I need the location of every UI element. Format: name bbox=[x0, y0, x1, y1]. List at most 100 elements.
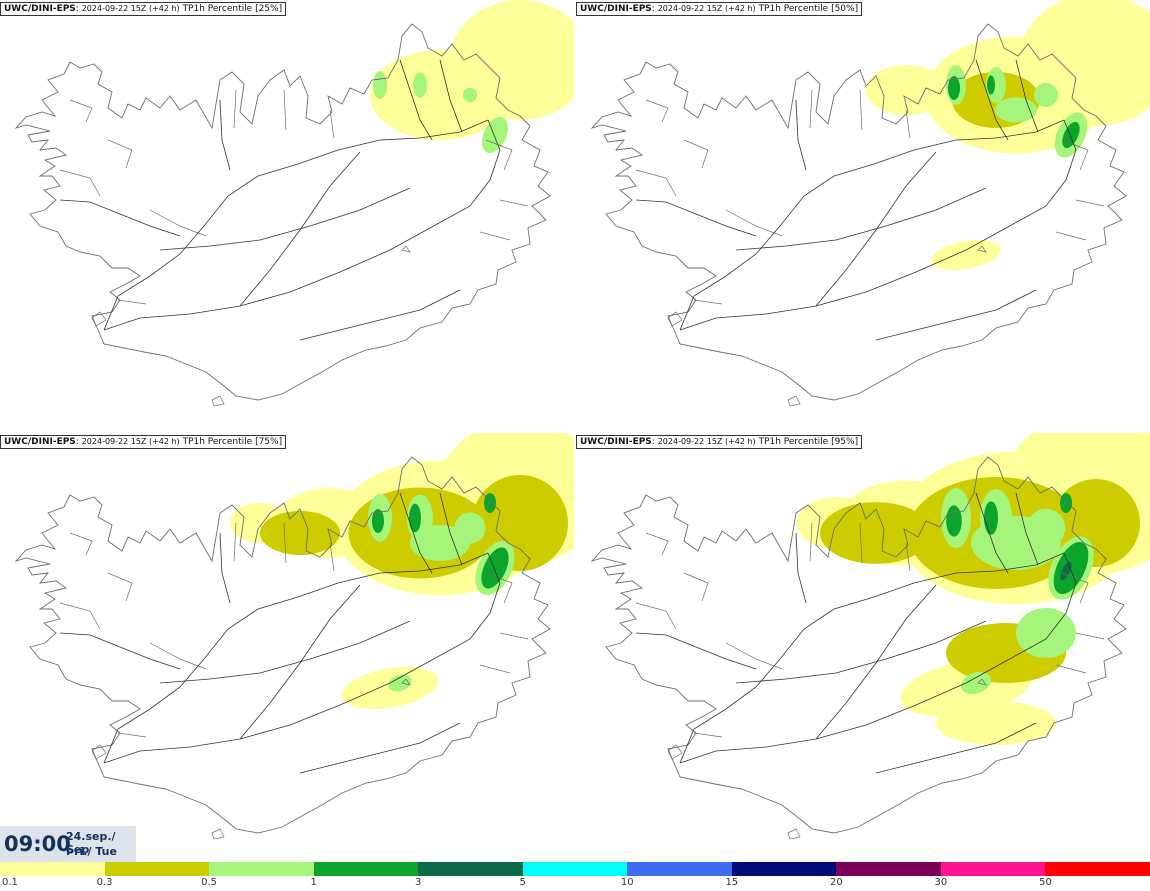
precip-area bbox=[1060, 493, 1072, 513]
fjord-line bbox=[635, 602, 677, 630]
fjord-line bbox=[1061, 572, 1089, 604]
road-line bbox=[1015, 59, 1039, 133]
valid-time-box: 09:00 24.sep./ Sep Þri./ Tue bbox=[0, 826, 136, 862]
legend-swatch bbox=[0, 862, 105, 876]
precipitation-layer bbox=[797, 433, 1150, 745]
fjord-line bbox=[107, 572, 133, 602]
road-line bbox=[59, 632, 181, 670]
fjord-line bbox=[479, 664, 511, 674]
road-line bbox=[795, 532, 807, 604]
fjord-line bbox=[233, 522, 237, 562]
legend-swatch bbox=[418, 862, 523, 876]
precip-area bbox=[984, 501, 998, 535]
road-line bbox=[975, 492, 1009, 574]
road-line bbox=[679, 119, 1065, 331]
precip-area bbox=[1060, 561, 1072, 581]
param-name: TP1h Percentile bbox=[758, 437, 829, 447]
iceland-coastline bbox=[590, 456, 1127, 834]
panel-title-50: UWC/DINI-EPS: 2024-09-22 15Z (+42 h) TP1… bbox=[576, 2, 863, 16]
road-line bbox=[975, 59, 1009, 141]
road-line bbox=[59, 199, 181, 237]
precip-area bbox=[960, 671, 992, 695]
panel-title-25: UWC/DINI-EPS: 2024-09-22 15Z (+42 h) TP1… bbox=[0, 2, 287, 16]
fjord-line bbox=[1055, 664, 1087, 674]
fjord-line bbox=[725, 209, 783, 237]
fjord-line bbox=[683, 139, 709, 169]
fjord-line bbox=[107, 139, 133, 169]
fjord-line bbox=[479, 231, 511, 241]
valid-day: Þri./ Tue bbox=[66, 845, 117, 858]
legend-swatch bbox=[313, 862, 419, 876]
road-line bbox=[875, 722, 1037, 774]
precip-area bbox=[462, 87, 478, 103]
fjord-line bbox=[329, 542, 335, 572]
precip-area bbox=[482, 116, 508, 154]
param-name: TP1h Percentile bbox=[182, 437, 253, 447]
legend-tick-label: 20 bbox=[829, 877, 843, 888]
map-panel-95: UWC/DINI-EPS: 2024-09-22 15Z (+42 h) TP1… bbox=[576, 433, 1150, 864]
island-islet bbox=[787, 395, 801, 407]
fjord-line bbox=[69, 99, 93, 123]
fjord-line bbox=[117, 732, 147, 738]
road-line bbox=[219, 99, 231, 171]
fjord-line bbox=[645, 99, 669, 123]
legend-tick-label: 10 bbox=[620, 877, 634, 888]
fjord-line bbox=[283, 89, 287, 131]
precip-area bbox=[370, 50, 510, 140]
road-line bbox=[399, 492, 433, 574]
run-time: 2024-09-22 15Z (+42 h) bbox=[657, 4, 756, 13]
legend-swatch bbox=[627, 862, 732, 876]
legend-swatch bbox=[940, 862, 1046, 876]
road-line bbox=[875, 289, 1037, 341]
road-line bbox=[679, 552, 1077, 764]
precip-map-25 bbox=[14, 0, 574, 407]
run-time: 2024-09-22 15Z (+42 h) bbox=[81, 437, 180, 446]
island-islet bbox=[211, 395, 225, 407]
fjord-line bbox=[693, 732, 723, 738]
road-line bbox=[159, 187, 411, 251]
legend-swatch bbox=[209, 862, 314, 876]
precip-area bbox=[1016, 608, 1076, 658]
road-line bbox=[795, 99, 807, 171]
precipitation-layer bbox=[370, 0, 574, 154]
legend-tick-label: 50 bbox=[1039, 877, 1052, 888]
iceland-coastline bbox=[14, 456, 551, 834]
fjord-line bbox=[1075, 632, 1105, 640]
model-name: UWC/DINI-EPS bbox=[4, 4, 76, 14]
panel-title-75: UWC/DINI-EPS: 2024-09-22 15Z (+42 h) TP1… bbox=[0, 435, 287, 449]
road-line bbox=[399, 59, 433, 141]
run-time: 2024-09-22 15Z (+42 h) bbox=[657, 437, 756, 446]
road-line bbox=[239, 584, 361, 740]
param-name: TP1h Percentile bbox=[758, 4, 829, 14]
road-line bbox=[679, 119, 1077, 331]
model-name: UWC/DINI-EPS bbox=[4, 437, 76, 447]
island-islet bbox=[667, 744, 683, 760]
map-panel-25: UWC/DINI-EPS: 2024-09-22 15Z (+42 h) TP1… bbox=[0, 0, 574, 431]
precip-map-95 bbox=[590, 433, 1150, 840]
precip-map-75 bbox=[14, 433, 574, 840]
fjord-line bbox=[329, 109, 335, 139]
fjord-line bbox=[859, 522, 863, 564]
percentile-label: [95%] bbox=[831, 437, 859, 447]
legend-tick-label: 0.1 bbox=[2, 877, 18, 888]
road-line bbox=[103, 119, 501, 331]
island-islet bbox=[667, 311, 683, 327]
island-islet bbox=[91, 311, 107, 327]
valid-date: 24.sep./ Sep bbox=[66, 830, 116, 856]
road-line bbox=[299, 289, 461, 341]
fjord-line bbox=[635, 169, 677, 197]
road-line bbox=[735, 620, 987, 684]
fjord-line bbox=[499, 632, 529, 640]
road-line bbox=[815, 151, 937, 307]
precip-area bbox=[946, 505, 962, 537]
fjord-line bbox=[725, 642, 783, 670]
precip-area bbox=[260, 511, 340, 555]
road-line bbox=[103, 119, 489, 331]
model-name: UWC/DINI-EPS bbox=[580, 437, 652, 447]
island-islet bbox=[787, 828, 801, 840]
legend-ticks: 0.1 0.3 0.5 1 3 5 10 15 20 30 50 bbox=[0, 877, 1150, 891]
precip-area bbox=[372, 509, 384, 533]
precip-area bbox=[481, 547, 509, 589]
fjord-line bbox=[1055, 231, 1087, 241]
fjord-line bbox=[683, 572, 709, 602]
